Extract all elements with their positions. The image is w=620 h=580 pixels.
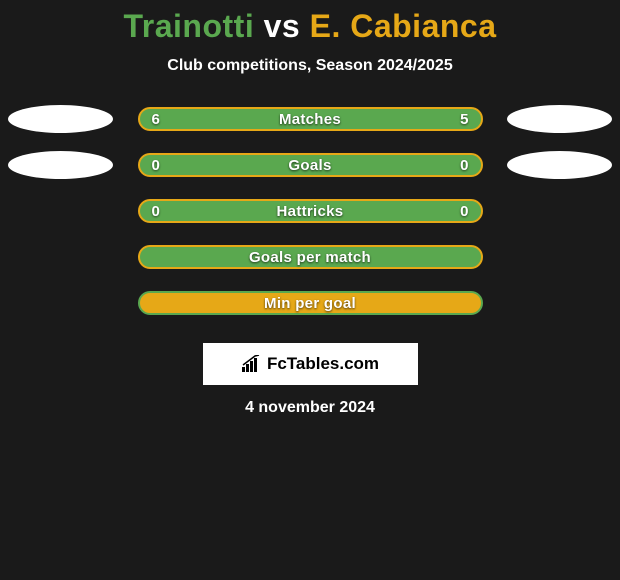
stat-label: Min per goal: [264, 295, 356, 312]
stat-left-value: 6: [152, 111, 160, 128]
stat-row: 0 Hattricks 0: [0, 199, 620, 223]
stat-right-value: 5: [460, 111, 468, 128]
page-title: Trainotti vs E. Cabianca: [124, 8, 497, 45]
stat-label: Matches: [279, 111, 341, 128]
stat-label: Goals per match: [249, 249, 371, 266]
player2-name: E. Cabianca: [310, 8, 497, 44]
stat-row: Min per goal: [0, 291, 620, 315]
vs-text: vs: [254, 8, 309, 44]
stat-row: Goals per match: [0, 245, 620, 269]
stat-bar: 0 Hattricks 0: [138, 199, 483, 223]
player2-ellipse: [507, 151, 612, 179]
stat-right-value: 0: [460, 203, 468, 220]
stat-left-value: 0: [152, 203, 160, 220]
stat-bar: Goals per match: [138, 245, 483, 269]
stat-left-value: 0: [152, 157, 160, 174]
player1-ellipse: [8, 105, 113, 133]
stat-label: Goals: [288, 157, 331, 174]
stat-bar: 6 Matches 5: [138, 107, 483, 131]
logo-box: FcTables.com: [203, 343, 418, 385]
chart-icon: [241, 355, 263, 373]
player2-ellipse: [507, 105, 612, 133]
stat-row: 6 Matches 5: [0, 107, 620, 131]
comparison-infographic: Trainotti vs E. Cabianca Club competitio…: [0, 0, 620, 417]
stats-area: 6 Matches 5 0 Goals 0 0 Hattricks 0 Goals per mat…: [0, 107, 620, 337]
subtitle: Club competitions, Season 2024/2025: [167, 57, 452, 75]
stat-bar: 0 Goals 0: [138, 153, 483, 177]
stat-bar: Min per goal: [138, 291, 483, 315]
player1-name: Trainotti: [124, 8, 255, 44]
date-text: 4 november 2024: [245, 399, 375, 417]
stat-row: 0 Goals 0: [0, 153, 620, 177]
logo-text: FcTables.com: [267, 354, 379, 374]
player1-ellipse: [8, 151, 113, 179]
stat-right-value: 0: [460, 157, 468, 174]
stat-label: Hattricks: [277, 203, 344, 220]
logo-content: FcTables.com: [241, 354, 379, 374]
